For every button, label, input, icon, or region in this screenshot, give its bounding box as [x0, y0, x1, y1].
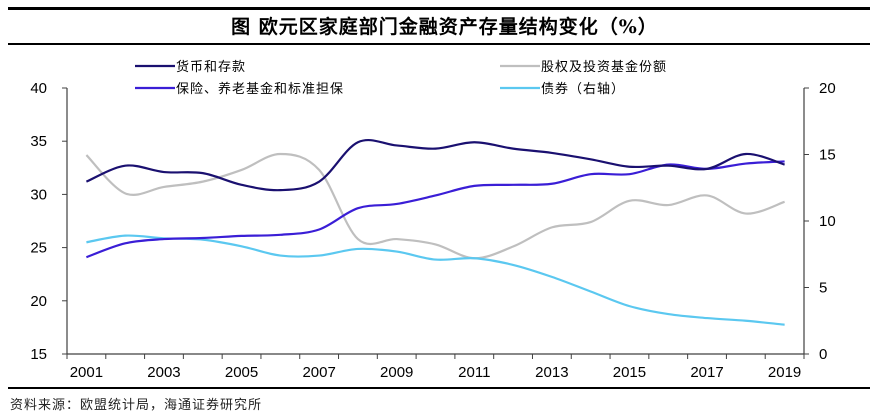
left-y-tick-label: 15	[30, 346, 47, 363]
bottom-rule	[8, 387, 870, 389]
x-tick-label: 2011	[458, 364, 490, 381]
x-tick-label: 2001	[70, 364, 103, 381]
legend-label-4: 债券（右轴）	[541, 81, 625, 97]
source-note: 资料来源：欧盟统计局，海通证券研究所	[10, 398, 263, 413]
left-y-tick-label: 40	[30, 80, 47, 97]
x-tick-label: 2015	[613, 364, 646, 381]
right-y-tick-label: 10	[819, 213, 836, 230]
title-rule	[8, 43, 870, 45]
chart-title: 图 欧元区家庭部门金融资产存量结构变化（%）	[231, 16, 658, 38]
legend-label-1: 货币和存款	[176, 59, 246, 75]
right-y-tick-label: 20	[819, 80, 836, 97]
x-tick-label: 2013	[535, 364, 568, 381]
axes: 15 20 25 30 35 40 0 5 10 15 20 2001 2003 2005 2007 2009…	[30, 80, 835, 381]
x-tick-label: 2005	[225, 364, 258, 381]
left-y-tick-label: 30	[30, 186, 47, 203]
x-tick-label: 2003	[147, 364, 180, 381]
legend-label-2: 股权及投资基金份额	[541, 59, 667, 75]
x-tick-label: 2017	[690, 364, 723, 381]
x-tick-label: 2019	[768, 364, 801, 381]
right-y-tick-label: 5	[819, 280, 827, 297]
left-y-tick-label: 20	[30, 293, 47, 310]
left-y-tick-label: 25	[30, 240, 47, 257]
right-y-tick-label: 15	[819, 147, 836, 164]
right-y-tick-label: 0	[819, 346, 827, 363]
x-tick-label: 2009	[380, 364, 413, 381]
series-line-3	[86, 160, 785, 259]
legend-label-3: 保险、养老基金和标准担保	[176, 81, 344, 97]
x-tick-label: 2007	[302, 364, 335, 381]
series-line-2	[85, 152, 785, 260]
left-y-tick-label: 35	[30, 133, 47, 150]
series-lines	[85, 138, 785, 326]
top-rule	[8, 7, 870, 10]
series-line-4	[86, 234, 785, 326]
